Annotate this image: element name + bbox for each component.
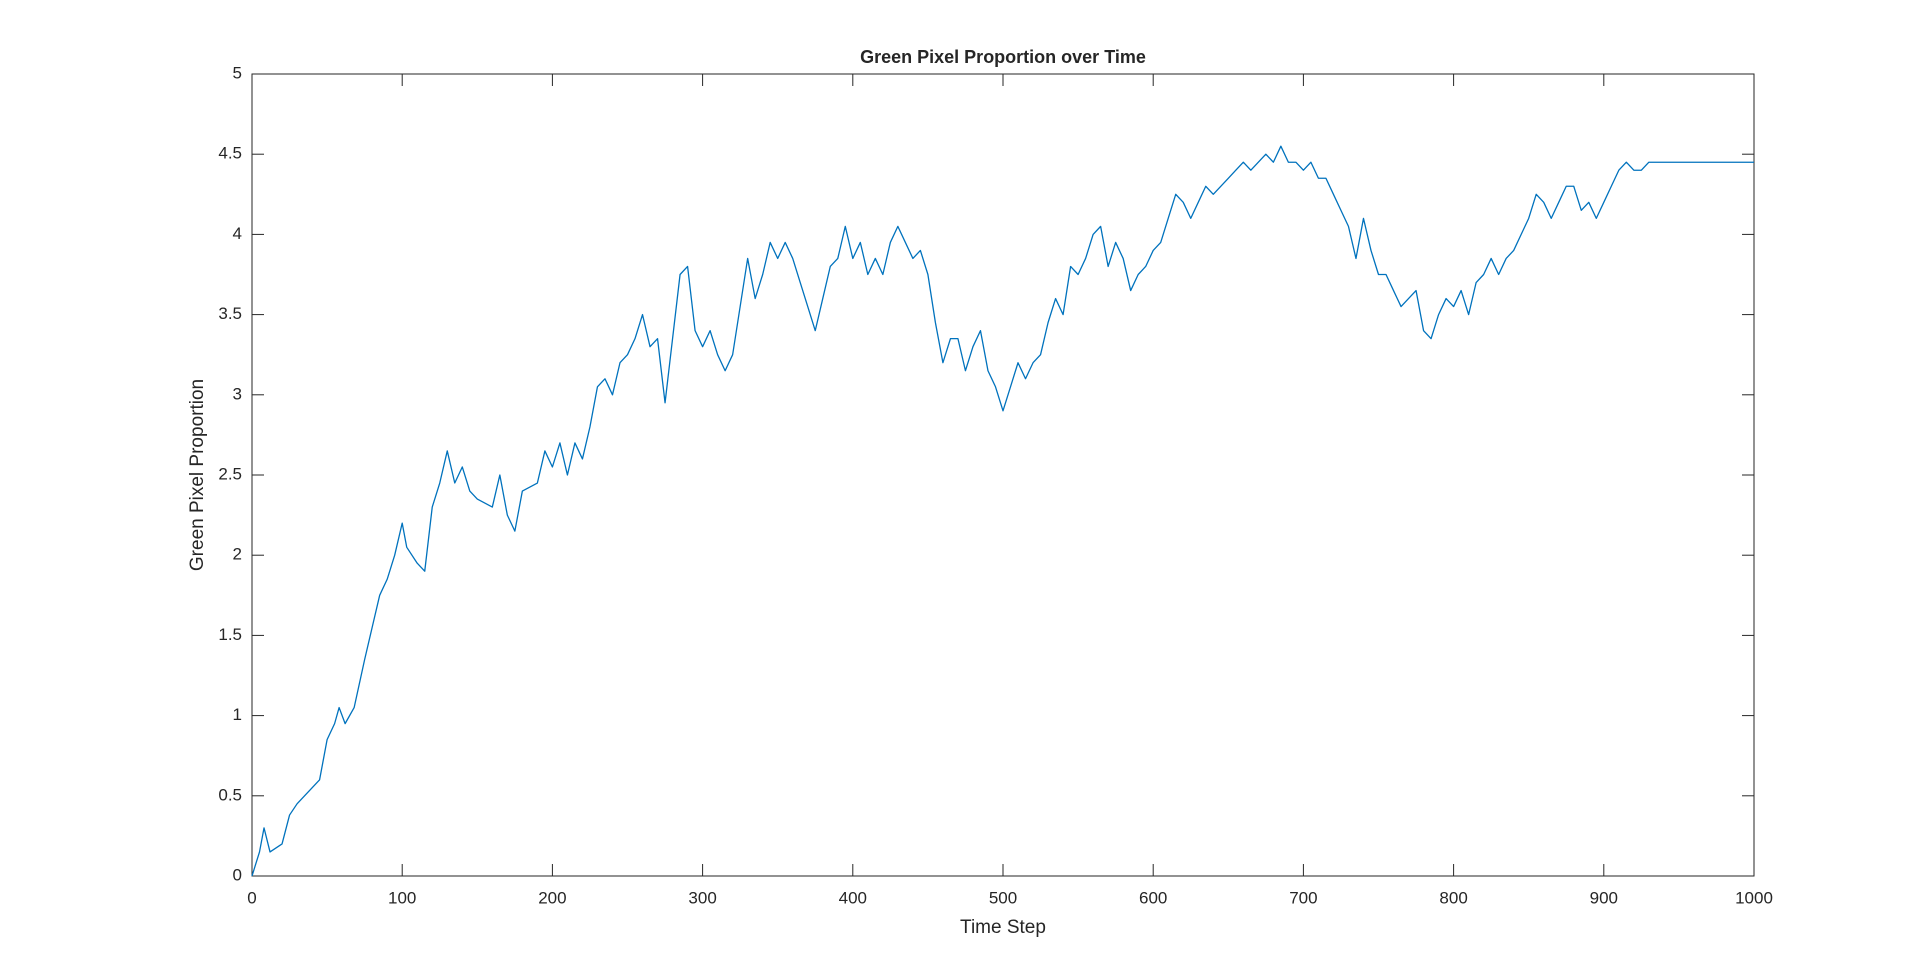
y-tick-label: 1.5 [218,625,242,644]
x-tick-label: 100 [388,888,416,907]
x-tick-label: 700 [1289,888,1317,907]
data-line [251,145,1754,877]
y-tick-label: 2 [233,545,242,564]
y-tick-label: 3 [233,384,242,403]
x-tick-label: 400 [839,888,867,907]
y-tick-label: 0.5 [218,785,242,804]
x-tick-label: 1000 [1735,888,1773,907]
x-tick-label: 300 [688,888,716,907]
y-tick-label: 3.5 [218,304,242,323]
y-axis-label: Green Pixel Proportion [187,379,208,571]
y-tick-label: 4 [233,224,242,243]
y-tick-label: 2.5 [218,464,242,483]
x-tick-label: 500 [989,888,1017,907]
axes-box [251,73,1755,877]
y-tick-label: 5 [233,63,242,82]
chart-title: Green Pixel Proportion over Time [860,47,1146,67]
x-tick-label: 800 [1439,888,1467,907]
y-tick-label: 0 [233,865,242,884]
x-tick-label: 200 [538,888,566,907]
y-tick-label: 1 [233,705,242,724]
x-tick-label: 900 [1590,888,1618,907]
x-tick-label: 0 [247,888,256,907]
x-tick-label: 600 [1139,888,1167,907]
x-axis-label: Time Step [960,917,1046,938]
y-tick-label: 4.5 [218,144,242,163]
